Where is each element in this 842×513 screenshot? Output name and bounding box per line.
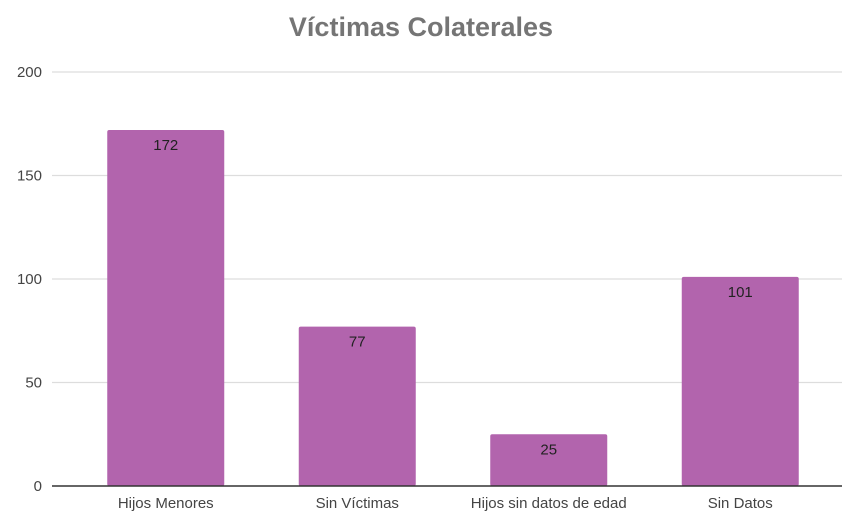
bar[interactable] [107, 129, 225, 486]
y-tick-label: 200 [17, 64, 42, 81]
chart-title: Víctimas Colaterales [288, 12, 554, 42]
y-tick-label: 150 [17, 168, 42, 185]
x-tick-label: Sin Víctimas [316, 495, 399, 512]
bars [107, 129, 799, 486]
x-tick-label: Hijos Menores [118, 495, 214, 512]
data-label: 77 [349, 334, 366, 351]
y-tick-label: 50 [25, 375, 42, 392]
data-label: 101 [728, 284, 753, 301]
data-label: 172 [153, 137, 178, 154]
bar[interactable] [681, 276, 799, 486]
axes: 0 50 100 150 200 Hijos Menores Sin Víctimas Hij… [17, 64, 842, 512]
x-tick-label: Hijos sin datos de edad [471, 495, 627, 512]
y-tick-label: 100 [17, 271, 42, 288]
bar[interactable] [490, 434, 608, 486]
data-labels: 172 77 25 101 [153, 137, 753, 458]
y-tick-label: 0 [34, 478, 42, 495]
bar[interactable] [298, 326, 416, 486]
data-label: 25 [540, 441, 557, 458]
x-tick-label: Sin Datos [708, 495, 773, 512]
